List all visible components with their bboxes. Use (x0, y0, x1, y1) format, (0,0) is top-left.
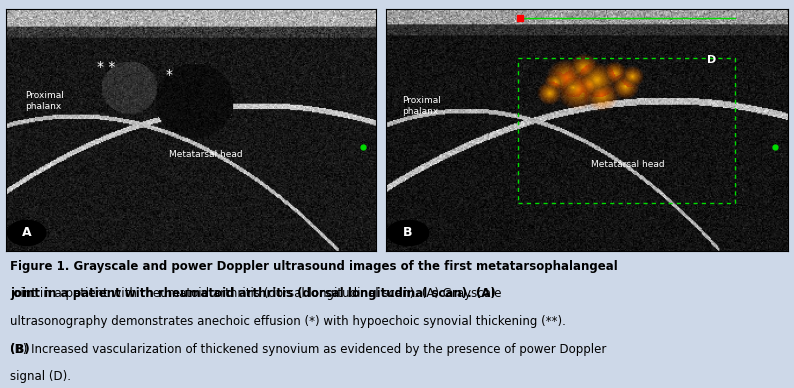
Circle shape (387, 220, 429, 246)
Text: joint in a patient with rheumatoid arthritis (dorsal longitudinal scan). (A) Gra: joint in a patient with rheumatoid arthr… (10, 288, 502, 300)
Bar (518, 58, 735, 203)
Text: signal (D).: signal (D). (10, 370, 71, 383)
Text: Metatarsal head: Metatarsal head (591, 159, 665, 168)
Circle shape (7, 220, 46, 246)
Text: ultrasonography demonstrates anechoic effusion (*) with hypoechoic synovial thic: ultrasonography demonstrates anechoic ef… (10, 315, 566, 328)
Text: (B) Increased vascularization of thickened synovium as evidenced by the presence: (B) Increased vascularization of thicken… (10, 343, 607, 355)
Text: joint in a patient with rheumatoid arthritis (dorsal longitudinal scan). (A): joint in a patient with rheumatoid arthr… (10, 288, 496, 300)
Text: Proximal
phalanx: Proximal phalanx (402, 96, 441, 116)
Text: * *: * * (97, 60, 115, 74)
Text: (B): (B) (10, 343, 30, 355)
Text: B: B (403, 227, 413, 239)
Text: Metatarsal head: Metatarsal head (169, 150, 243, 159)
Text: *: * (166, 68, 172, 81)
Text: A: A (22, 227, 32, 239)
Text: Proximal
phalanx: Proximal phalanx (25, 92, 64, 111)
Text: D: D (707, 55, 716, 65)
Text: Figure 1. Grayscale and power Doppler ultrasound images of the first metatarsoph: Figure 1. Grayscale and power Doppler ul… (10, 260, 618, 273)
